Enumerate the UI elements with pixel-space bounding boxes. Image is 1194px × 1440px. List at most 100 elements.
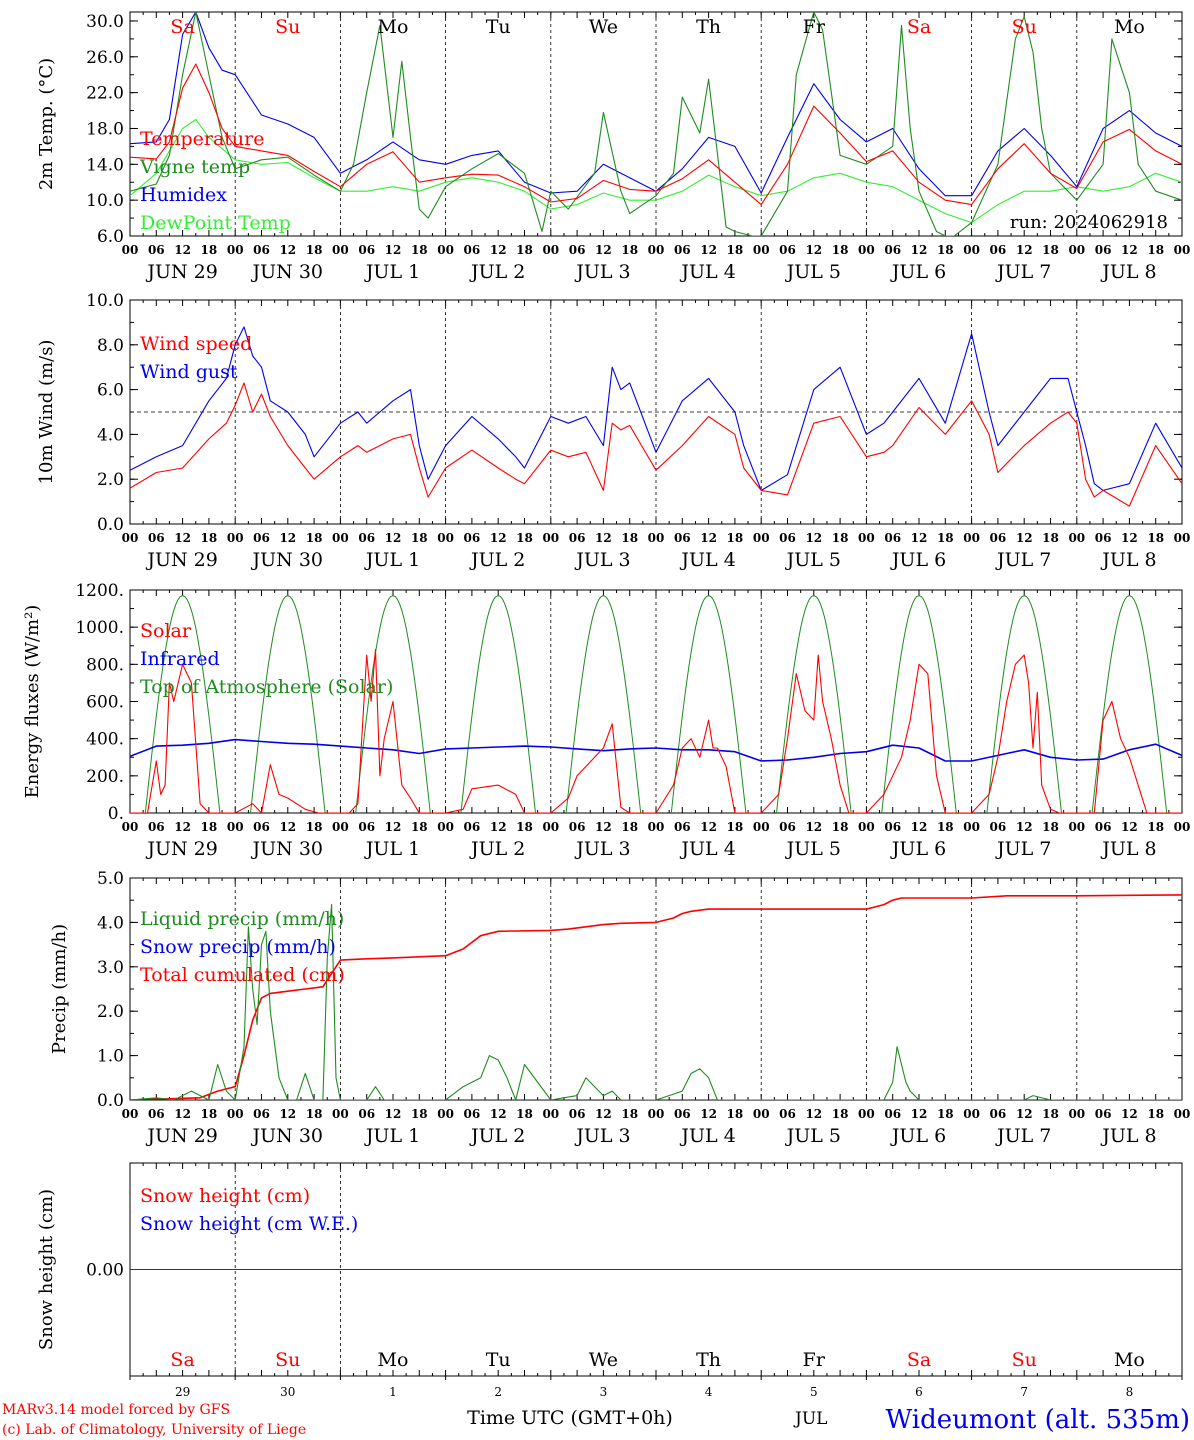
date-label: JUL 3 bbox=[574, 549, 630, 571]
hour-tick-label: 06 bbox=[148, 531, 165, 545]
y-axis-label: Precip (mm/h) bbox=[49, 924, 70, 1054]
series-wind-speed bbox=[130, 382, 1182, 507]
y-tick-label: 1.0 bbox=[97, 1047, 124, 1067]
hour-tick-label: 06 bbox=[253, 1107, 270, 1121]
hour-tick-label: 06 bbox=[148, 1107, 165, 1121]
date-label: JUL 5 bbox=[785, 1125, 841, 1147]
series-toa-solar bbox=[460, 595, 536, 813]
date-label: JUL 2 bbox=[469, 838, 525, 860]
y-tick-label: 5.0 bbox=[97, 869, 124, 889]
series-group bbox=[130, 595, 1182, 813]
weekday-label: Th bbox=[696, 1349, 721, 1371]
date-label: JUN 30 bbox=[251, 1125, 323, 1147]
y-tick-label: 14.0 bbox=[86, 155, 124, 175]
series-vigne-temp bbox=[130, 12, 1182, 236]
series-liquid-precip-mm-h- bbox=[130, 904, 1182, 1100]
hour-tick-label: 06 bbox=[779, 243, 796, 257]
weekday-label: Su bbox=[1012, 1349, 1037, 1371]
hour-tick-label: 06 bbox=[1095, 243, 1112, 257]
date-label: JUL 4 bbox=[679, 261, 735, 283]
hour-tick-label: 00 bbox=[753, 1107, 770, 1121]
hour-tick-label: 06 bbox=[569, 820, 586, 834]
hour-tick-label: 06 bbox=[358, 820, 375, 834]
hour-tick-label: 00 bbox=[122, 531, 139, 545]
legend-entry: Wind speed bbox=[140, 333, 252, 355]
hour-tick-label: 06 bbox=[674, 1107, 691, 1121]
hour-tick-label: 00 bbox=[332, 531, 349, 545]
hour-tick-label: 12 bbox=[1016, 1107, 1033, 1121]
hour-tick-label: 00 bbox=[542, 820, 559, 834]
weekday-label: Sa bbox=[907, 1349, 931, 1371]
date-label: JUN 29 bbox=[145, 549, 217, 571]
weekday-label: We bbox=[589, 1349, 618, 1371]
hour-tick-label: 18 bbox=[516, 243, 533, 257]
hour-tick-label: 12 bbox=[700, 1107, 717, 1121]
y-tick-label: 0.0 bbox=[97, 1091, 124, 1111]
legend-entry: Snow precip (mm/h) bbox=[140, 936, 336, 958]
hour-tick-label: 12 bbox=[174, 531, 191, 545]
legend-entry: Infrared bbox=[140, 648, 220, 670]
hour-tick-label: 12 bbox=[911, 531, 928, 545]
date-label: JUL 3 bbox=[574, 1125, 630, 1147]
hour-tick-label: 06 bbox=[779, 820, 796, 834]
y-tick-label: 2.0 bbox=[97, 1002, 124, 1022]
hour-tick-label: 12 bbox=[385, 531, 402, 545]
y-tick-label: 1200. bbox=[75, 581, 124, 601]
legend-entry: Snow height (cm) bbox=[140, 1185, 310, 1207]
hour-tick-label: 12 bbox=[911, 243, 928, 257]
y-axis-label: Energy fluxes (W/m²) bbox=[22, 605, 43, 799]
date-label: JUN 30 bbox=[251, 549, 323, 571]
day-number-label: 4 bbox=[705, 1385, 713, 1399]
hour-tick-label: 00 bbox=[753, 531, 770, 545]
date-label: JUL 5 bbox=[785, 261, 841, 283]
hour-tick-label: 00 bbox=[227, 1107, 244, 1121]
weekday-label: Su bbox=[1012, 16, 1037, 38]
series-toa-solar bbox=[986, 595, 1062, 813]
series-temperature bbox=[130, 63, 1182, 206]
series-toa-solar bbox=[250, 595, 326, 813]
date-label: JUL 7 bbox=[995, 838, 1051, 860]
date-label: JUL 4 bbox=[679, 838, 735, 860]
hour-tick-label: 18 bbox=[516, 531, 533, 545]
hour-tick-label: 12 bbox=[595, 243, 612, 257]
hour-tick-label: 18 bbox=[201, 1107, 218, 1121]
date-label: JUN 29 bbox=[145, 261, 217, 283]
hour-tick-label: 12 bbox=[805, 531, 822, 545]
station-label: Wideumont (alt. 535m) bbox=[886, 1405, 1190, 1435]
hour-tick-label: 12 bbox=[490, 820, 507, 834]
hour-tick-label: 18 bbox=[727, 1107, 744, 1121]
hour-tick-label: 12 bbox=[385, 243, 402, 257]
day-number-label: 7 bbox=[1020, 1385, 1028, 1399]
hour-tick-label: 06 bbox=[358, 1107, 375, 1121]
hour-tick-label: 06 bbox=[358, 243, 375, 257]
hour-tick-label: 12 bbox=[911, 1107, 928, 1121]
hour-tick-label: 18 bbox=[621, 1107, 638, 1121]
hour-tick-label: 18 bbox=[937, 1107, 954, 1121]
hour-tick-label: 06 bbox=[674, 531, 691, 545]
series-solar bbox=[130, 648, 1182, 813]
hour-tick-label: 12 bbox=[1121, 820, 1138, 834]
hour-tick-label: 00 bbox=[542, 243, 559, 257]
hour-tick-label: 06 bbox=[464, 531, 481, 545]
hour-tick-label: 06 bbox=[253, 820, 270, 834]
date-label: JUL 4 bbox=[679, 1125, 735, 1147]
y-tick-label: 0.0 bbox=[97, 515, 124, 535]
date-label: JUN 29 bbox=[145, 1125, 217, 1147]
date-label: JUL 7 bbox=[995, 261, 1051, 283]
date-label: JUL 1 bbox=[364, 261, 420, 283]
panel-2: 0.0 2.0 4.0 6.0 8.0 10.0 10m Wind (m/s) Wind sp… bbox=[36, 291, 1190, 571]
weekday-label: We bbox=[589, 16, 618, 38]
weekday-label: Fr bbox=[803, 16, 826, 38]
day-number-label: 6 bbox=[915, 1385, 923, 1399]
credit-line: (c) Lab. of Climatology, University of L… bbox=[2, 1422, 306, 1438]
weekday-label: Mo bbox=[1114, 1349, 1145, 1371]
weekday-label: Fr bbox=[803, 1349, 826, 1371]
legend-entry: Liquid precip (mm/h) bbox=[140, 908, 344, 930]
hour-tick-label: 06 bbox=[1095, 531, 1112, 545]
hour-tick-label: 18 bbox=[306, 531, 323, 545]
date-label: JUL 7 bbox=[995, 549, 1051, 571]
hour-tick-label: 12 bbox=[490, 1107, 507, 1121]
hour-tick-label: 12 bbox=[174, 820, 191, 834]
day-number-label: 30 bbox=[280, 1385, 295, 1399]
hour-tick-label: 00 bbox=[963, 531, 980, 545]
